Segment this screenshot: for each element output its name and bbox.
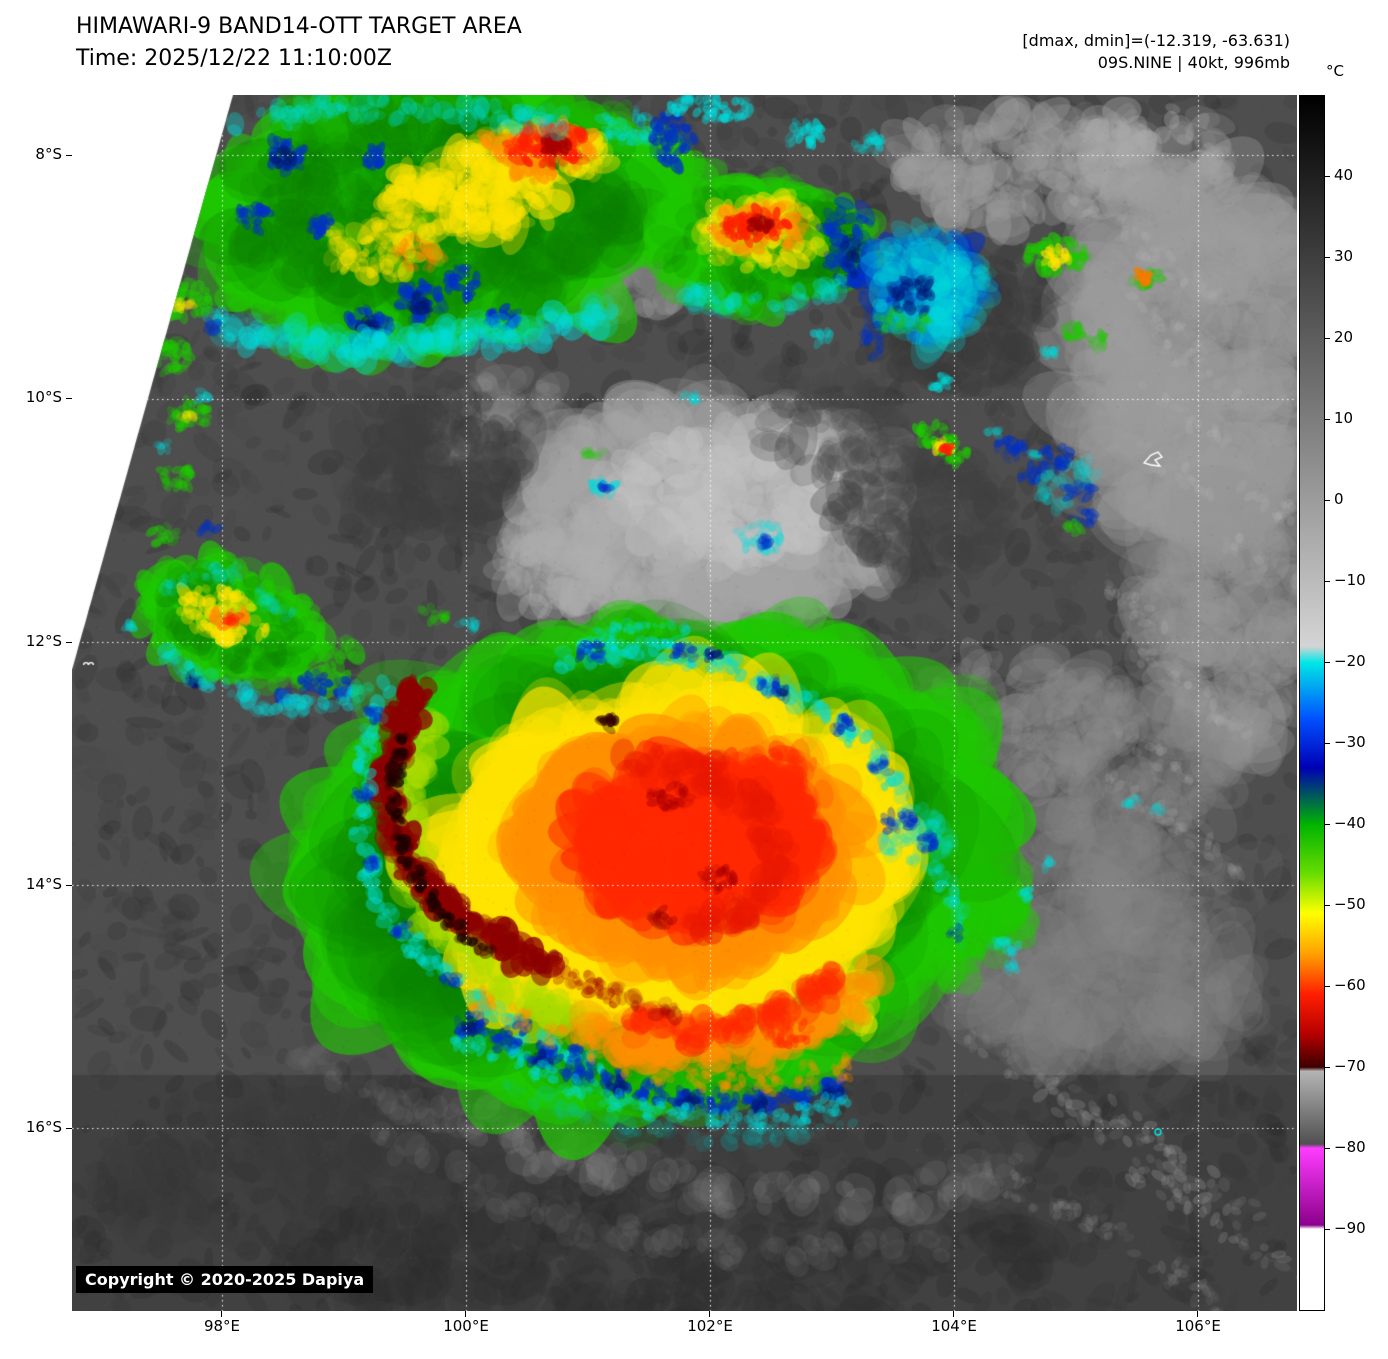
lat-label: 8°S <box>35 145 62 163</box>
colorbar-tick-label: −80 <box>1334 1138 1366 1156</box>
colorbar-tick-label: 10 <box>1334 409 1354 427</box>
colorbar-tick <box>1325 743 1330 744</box>
colorbar-tick-label: 30 <box>1334 247 1354 265</box>
axis-tick <box>1197 1311 1198 1317</box>
colorbar-tick-label: −60 <box>1334 976 1366 994</box>
lat-label: 16°S <box>25 1118 62 1136</box>
colorbar-tick-label: −70 <box>1334 1057 1366 1075</box>
colorbar-tick-label: 0 <box>1334 490 1344 508</box>
colorbar-tick <box>1325 1229 1330 1230</box>
copyright-badge: Copyright © 2020-2025 Dapiya <box>76 1266 374 1293</box>
page-title: HIMAWARI-9 BAND14-OTT TARGET AREA <box>76 14 522 39</box>
colorbar-unit-label: °C <box>1326 62 1344 80</box>
colorbar-tick <box>1325 419 1330 420</box>
lon-label: 106°E <box>1175 1317 1221 1335</box>
colorbar-tick <box>1325 176 1330 177</box>
colorbar-tick-label: −40 <box>1334 814 1366 832</box>
axis-tick <box>66 155 72 156</box>
lat-label: 12°S <box>25 632 62 650</box>
colorbar-gradient <box>1300 96 1324 1310</box>
axis-tick <box>66 885 72 886</box>
lon-label: 102°E <box>687 1317 733 1335</box>
dmax-dmin-label: [dmax, dmin]=(-12.319, -63.631) <box>1022 31 1290 50</box>
timestamp-label: Time: 2025/12/22 11:10:00Z <box>76 46 392 71</box>
lat-label: 14°S <box>25 875 62 893</box>
colorbar-tick-label: 20 <box>1334 328 1354 346</box>
colorbar-tick <box>1325 581 1330 582</box>
colorbar-tick-label: −30 <box>1334 733 1366 751</box>
header-info: [dmax, dmin]=(-12.319, -63.631) 09S.NINE… <box>1022 30 1290 74</box>
colorbar-tick <box>1325 905 1330 906</box>
colorbar-tick-label: 40 <box>1334 166 1354 184</box>
colorbar-tick <box>1325 662 1330 663</box>
axis-tick <box>66 398 72 399</box>
colorbar-tick-label: −20 <box>1334 652 1366 670</box>
colorbar-tick-label: −90 <box>1334 1219 1366 1237</box>
colorbar-tick <box>1325 1148 1330 1149</box>
colorbar-tick-label: −50 <box>1334 895 1366 913</box>
storm-info-label: 09S.NINE | 40kt, 996mb <box>1097 53 1290 72</box>
satellite-map <box>72 95 1297 1311</box>
colorbar-tick <box>1325 257 1330 258</box>
colorbar-tick <box>1325 986 1330 987</box>
axis-tick <box>221 1311 222 1317</box>
lat-label: 10°S <box>25 388 62 406</box>
colorbar-tick <box>1325 824 1330 825</box>
colorbar-tick <box>1325 338 1330 339</box>
lon-label: 100°E <box>443 1317 489 1335</box>
satellite-canvas <box>72 95 1297 1311</box>
axis-tick <box>66 1128 72 1129</box>
axis-tick <box>66 642 72 643</box>
axis-tick <box>709 1311 710 1317</box>
axis-tick <box>465 1311 466 1317</box>
lon-label: 104°E <box>931 1317 977 1335</box>
colorbar-tick <box>1325 1067 1330 1068</box>
colorbar-tick <box>1325 500 1330 501</box>
axis-tick <box>953 1311 954 1317</box>
colorbar <box>1299 95 1325 1311</box>
lon-label: 98°E <box>203 1317 241 1335</box>
colorbar-tick-label: −10 <box>1334 571 1366 589</box>
